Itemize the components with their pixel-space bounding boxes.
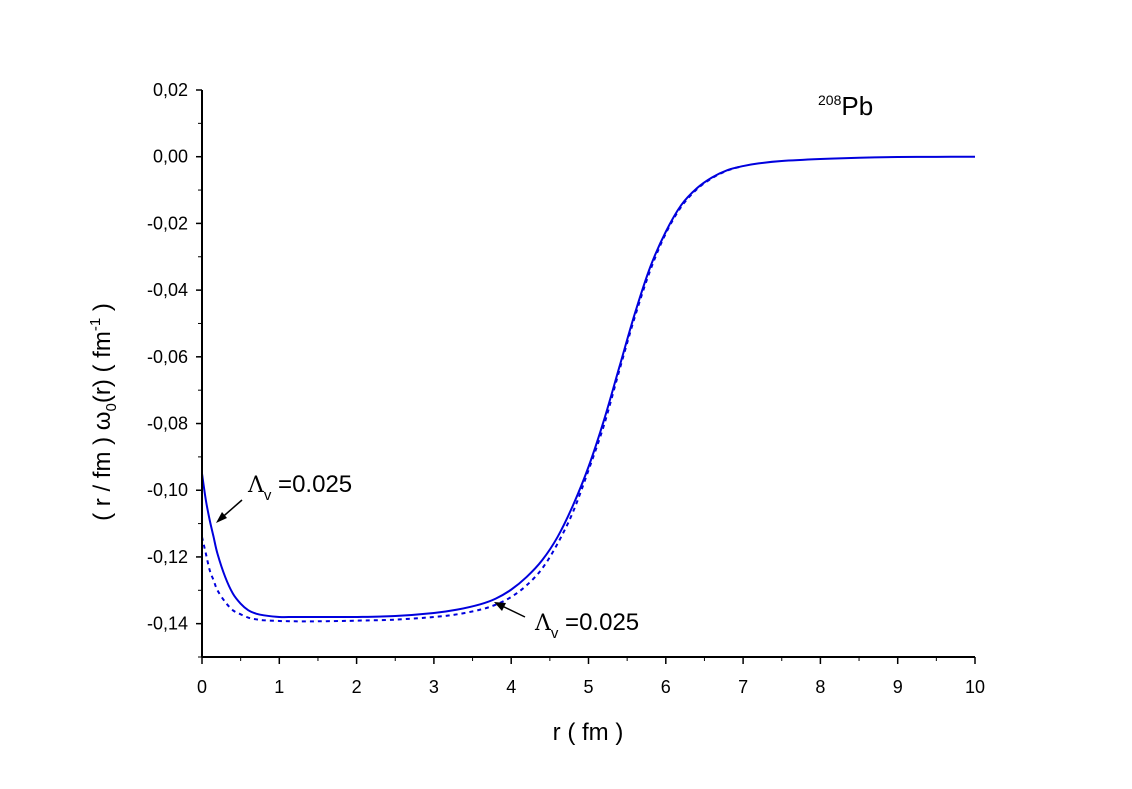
annotation-2: Λv =0.025 [534, 609, 639, 642]
series-group [201, 155, 976, 623]
x-tick-label: 3 [429, 677, 439, 697]
y-axis-title-mid: (r) ( fm [89, 331, 116, 403]
x-tick-label: 2 [352, 677, 362, 697]
series-solid-line [201, 155, 976, 619]
y-tick-label: -0,02 [147, 213, 188, 233]
x-tick-label: 1 [274, 677, 284, 697]
y-axis-title: ( r / fm ) ω0(r) ( fm-1 ) [87, 303, 120, 521]
y-tick-label: -0,10 [147, 480, 188, 500]
y-tick-label: -0,06 [147, 347, 188, 367]
x-tick-label: 4 [506, 677, 516, 697]
annotation-2-sub: v [551, 625, 559, 642]
x-tick-label: 10 [965, 677, 985, 697]
y-tick-label: -0,04 [147, 280, 188, 300]
x-tick-label: 0 [197, 677, 207, 697]
annotation-2-value: =0.025 [558, 609, 639, 636]
x-axis-title: r ( fm ) [553, 719, 624, 746]
series-dotted-line [201, 165, 744, 623]
annotation-2-symbol: Λ [534, 611, 552, 636]
y-axis-title-sup: -1 [87, 318, 104, 331]
y-tick-label: -0,12 [147, 547, 188, 567]
x-tick-label: 8 [815, 677, 825, 697]
y-axis-title-pre: ( r / fm ) ω [89, 411, 116, 520]
y-axis-title-sub: 0 [103, 403, 120, 411]
nucleus-label-text: Pb [841, 91, 873, 121]
y-tick-label: -0,08 [147, 414, 188, 434]
y-tick-label: 0,00 [153, 147, 188, 167]
y-tick-label: -0,14 [147, 614, 188, 634]
annotation-2-arrowhead [494, 602, 506, 611]
x-tick-label: 6 [661, 677, 671, 697]
annotation-1-sub: v [264, 487, 272, 504]
x-tick-label: 5 [583, 677, 593, 697]
nucleus-label-sup: 208 [818, 92, 842, 108]
x-tick-label: 9 [893, 677, 903, 697]
annotation-1-arrowhead [216, 512, 227, 523]
annotation-1-symbol: Λ [247, 473, 265, 498]
annotation-1-value: =0.025 [271, 471, 352, 498]
annotation-1: Λv =0.025 [247, 471, 352, 504]
nucleus-label: 208Pb [818, 91, 873, 121]
x-tick-label: 7 [738, 677, 748, 697]
x-axis-ticks: 0 1 2 3 4 5 6 7 8 9 10 [197, 657, 985, 697]
y-axis-ticks: 0,02 0,00 -0,02 -0,04 -0,06 -0,08 -0,10 -0,12 -0… [147, 80, 202, 658]
y-axis-title-post: ) [89, 303, 116, 318]
y-tick-label: 0,02 [153, 80, 188, 100]
